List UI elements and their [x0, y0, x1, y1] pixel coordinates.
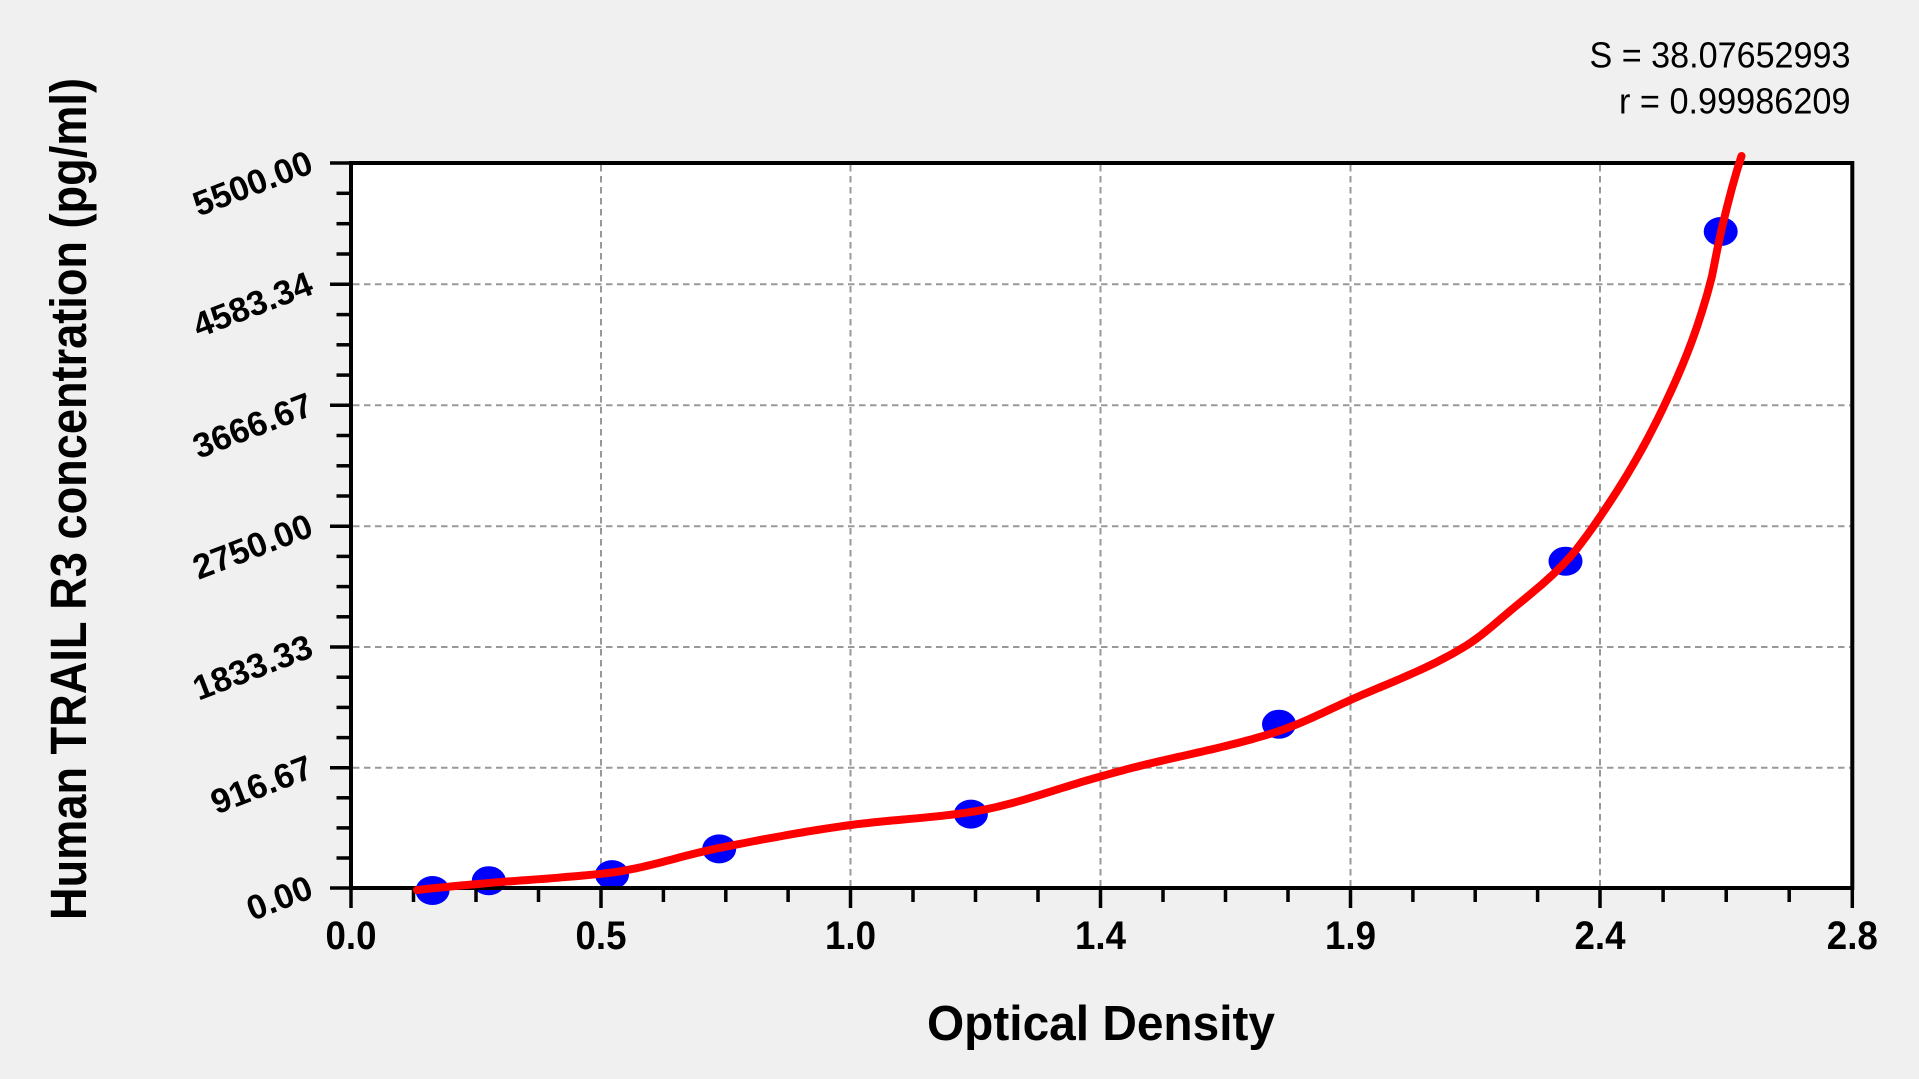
- svg-text:r = 0.99986209: r = 0.99986209: [1619, 80, 1851, 121]
- svg-text:0.0: 0.0: [326, 914, 377, 958]
- svg-text:0.5: 0.5: [576, 914, 627, 958]
- svg-text:Optical Density: Optical Density: [927, 997, 1275, 1051]
- svg-text:1.9: 1.9: [1325, 914, 1376, 958]
- svg-text:2.8: 2.8: [1827, 914, 1878, 958]
- svg-text:2.4: 2.4: [1575, 914, 1627, 958]
- svg-text:S = 38.07652993: S = 38.07652993: [1590, 34, 1851, 75]
- svg-text:Human TRAIL R3 concentration (: Human TRAIL R3 concentration (pg/ml): [40, 78, 97, 920]
- svg-text:1.0: 1.0: [825, 914, 876, 958]
- svg-text:1.4: 1.4: [1075, 914, 1127, 958]
